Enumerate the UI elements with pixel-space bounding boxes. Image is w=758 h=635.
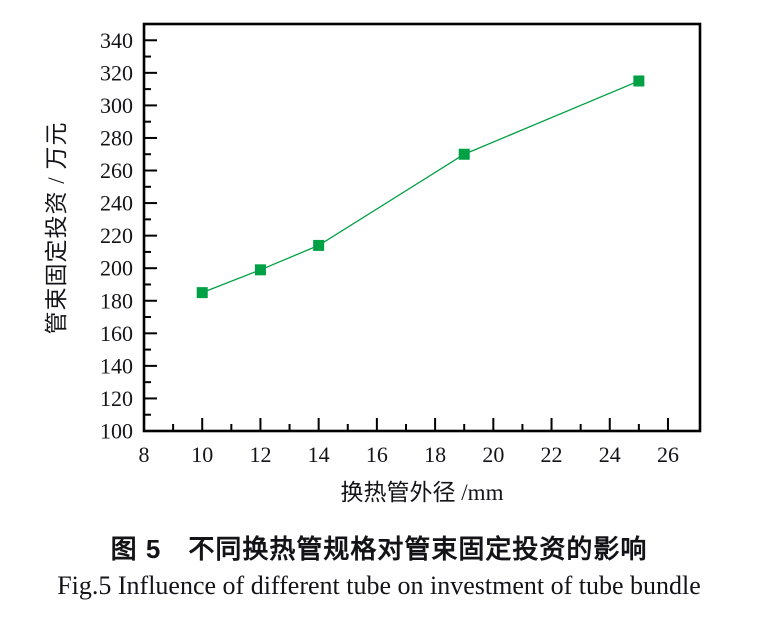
y-tick-label: 180 [100,288,133,313]
y-tick-label: 120 [100,386,133,411]
y-tick-label: 220 [100,223,133,248]
x-tick-label: 24 [599,442,621,467]
y-tick-label: 280 [100,125,133,150]
y-tick-label: 200 [100,256,133,281]
x-tick-label: 20 [482,442,504,467]
y-tick-label: 100 [100,419,133,444]
data-point-marker [313,239,325,251]
y-tick-label: 140 [100,353,133,378]
y-tick-label: 300 [100,93,133,118]
x-tick-label: 8 [139,442,150,467]
x-tick-label: 10 [191,442,213,467]
y-tick-label: 240 [100,191,133,216]
x-tick-label: 14 [308,442,330,467]
y-tick-label: 340 [100,28,133,53]
y-tick-label: 160 [100,321,133,346]
figure-caption-english: Fig.5 Influence of different tube on inv… [57,571,701,600]
x-axis-title: 换热管外径 /mm [340,480,504,505]
plot-border [142,22,702,433]
x-tick-label: 18 [424,442,446,467]
x-tick-label: 26 [657,442,679,467]
y-tick-label: 260 [100,158,133,183]
y-axis-title: 管束固定投资 / 万元 [44,121,69,335]
figure-caption-chinese: 图 5 不同换热管规格对管束固定投资的影响 [110,534,648,564]
x-tick-label: 22 [541,442,563,467]
data-point-marker [633,75,645,87]
data-point-marker [458,148,470,160]
line-chart: 8 10 12 14 16 18 20 22 24 26 100 120 140 160 180 200 220… [100,22,702,467]
x-tick-label: 12 [249,442,271,467]
data-line [201,80,640,294]
x-tick-label: 16 [366,442,388,467]
data-point-marker [196,287,208,299]
y-tick-label: 320 [100,60,133,85]
data-point-marker [254,264,266,276]
